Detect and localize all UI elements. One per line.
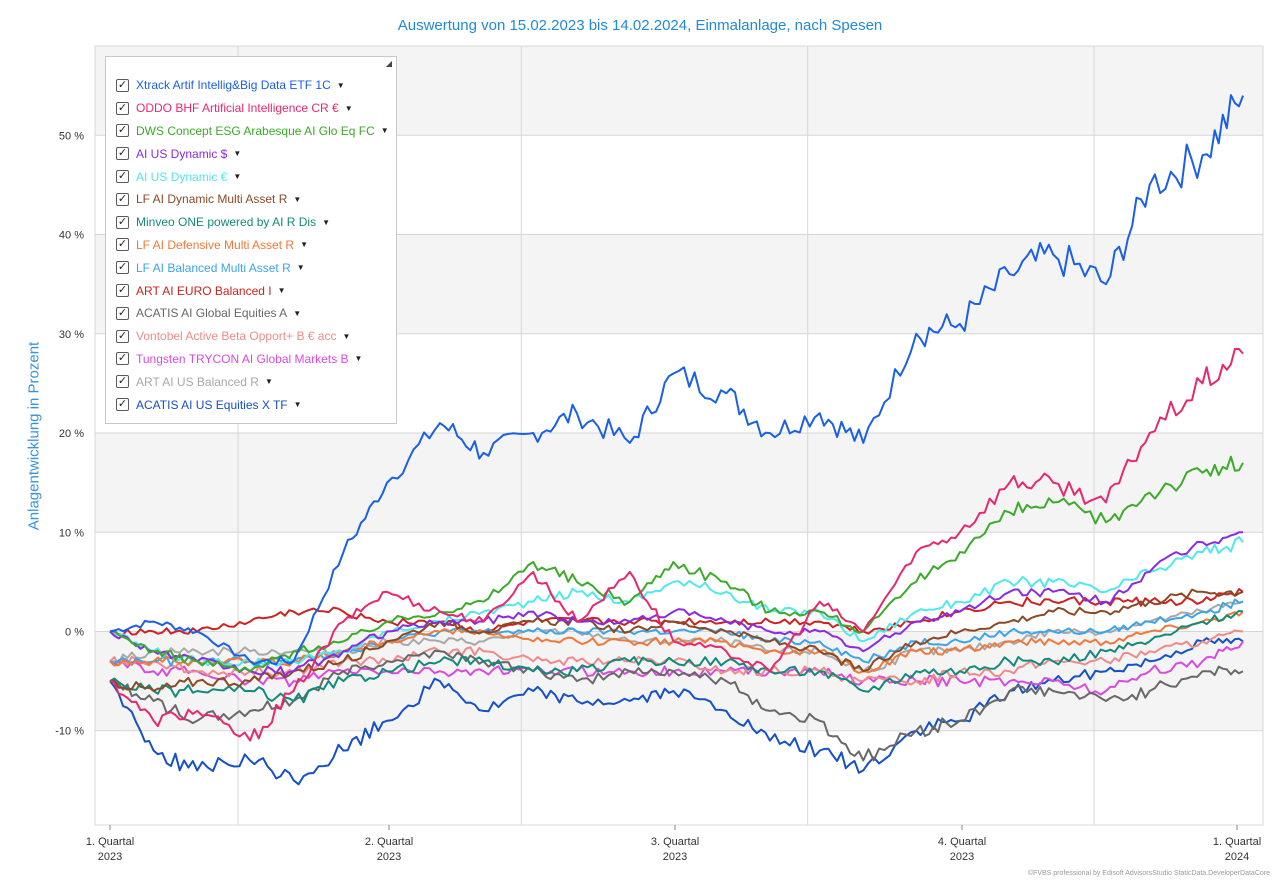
legend-item[interactable]: ✓ LF AI Defensive Multi Asset R ▼	[116, 234, 389, 257]
legend-item[interactable]: ✓ LF AI Balanced Multi Asset R ▼	[116, 256, 389, 279]
plot-band	[95, 433, 1263, 533]
series-line	[110, 588, 1244, 636]
y-tick-label: 30 %	[59, 329, 84, 341]
series-line	[109, 531, 1243, 677]
checkbox-icon[interactable]: ✓	[116, 306, 129, 320]
series-line	[109, 94, 1244, 666]
checkbox-icon[interactable]: ✓	[116, 398, 129, 412]
legend-item[interactable]: ✓ Minveo ONE powered by AI R Dis ▼	[116, 211, 389, 234]
x-axis: 1. Quartal 2023 2. Quartal 2023 3. Quartal 20…	[86, 825, 1261, 863]
legend-item[interactable]: ✓ ACATIS AI Global Equities A ▼	[116, 302, 389, 325]
dropdown-arrow-icon[interactable]: ▼	[336, 80, 345, 90]
dropdown-arrow-icon[interactable]: ▼	[296, 263, 305, 273]
y-tick-label: 0 %	[65, 626, 84, 638]
legend-label: Xtrack Artif Intellig&Big Data ETF 1C	[136, 78, 331, 93]
x-tick-label: 2. Quartal	[365, 836, 413, 848]
legend-item[interactable]: ✓ AI US Dynamic $ ▼	[116, 142, 389, 165]
legend-label: LF AI Dynamic Multi Asset R	[136, 192, 288, 207]
checkbox-icon[interactable]: ✓	[116, 192, 129, 206]
plot-band	[95, 631, 1263, 731]
series-line	[109, 609, 1244, 704]
checkbox-icon[interactable]: ✓	[116, 284, 129, 298]
legend-item[interactable]: ✓ ART AI US Balanced R ▼	[116, 370, 389, 393]
legend-label: Vontobel Active Beta Opport+ B € acc	[136, 329, 337, 344]
dropdown-arrow-icon[interactable]: ▼	[293, 308, 302, 318]
checkbox-icon[interactable]: ✓	[116, 101, 129, 115]
legend-expand-icon[interactable]: ◢	[385, 59, 392, 68]
checkbox-icon[interactable]: ✓	[116, 124, 129, 138]
x-tick-year: 2023	[950, 851, 974, 863]
legend-item[interactable]: ✓ ART AI EURO Balanced I ▼	[116, 279, 389, 302]
legend: ◢ ✓ Xtrack Artif Intellig&Big Data ETF 1C…	[105, 56, 397, 424]
dropdown-arrow-icon[interactable]: ▼	[233, 172, 242, 182]
legend-item[interactable]: ✓ DWS Concept ESG Arabesque AI Glo Eq FC ▼	[116, 120, 389, 143]
legend-label: AI US Dynamic $	[136, 146, 228, 161]
checkbox-icon[interactable]: ✓	[116, 375, 129, 389]
dropdown-arrow-icon[interactable]: ▼	[300, 240, 308, 250]
dropdown-arrow-icon[interactable]: ▼	[342, 331, 351, 341]
x-tick-label: 1. Quartal	[1213, 836, 1261, 848]
legend-items: ✓ Xtrack Artif Intellig&Big Data ETF 1C ▼ ✓…	[116, 74, 389, 416]
dropdown-arrow-icon[interactable]: ▼	[293, 194, 302, 204]
dropdown-arrow-icon[interactable]: ▼	[233, 149, 242, 159]
checkbox-icon[interactable]: ✓	[116, 329, 129, 343]
legend-label: LF AI Defensive Multi Asset R	[136, 237, 295, 252]
dropdown-arrow-icon[interactable]: ▼	[264, 377, 273, 387]
y-tick-label: 10 %	[59, 527, 84, 539]
series-line	[109, 455, 1244, 673]
y-axis: -10 % 0 % 10 % 20 % 30 % 40 % 50 %	[55, 130, 84, 737]
checkbox-icon[interactable]: ✓	[116, 352, 129, 366]
legend-label: AI US Dynamic €	[136, 169, 228, 184]
legend-item[interactable]: ✓ Tungsten TRYCON AI Global Markets B ▼	[116, 348, 389, 371]
x-tick-year: 2023	[377, 851, 401, 863]
y-tick-label: 20 %	[59, 428, 84, 440]
legend-label: DWS Concept ESG Arabesque AI Glo Eq FC	[136, 123, 375, 138]
legend-item[interactable]: ✓ ACATIS AI US Equities X TF ▼	[116, 393, 389, 416]
x-tick-label: 4. Quartal	[938, 836, 986, 848]
y-tick-label: 40 %	[59, 230, 84, 242]
legend-label: ODDO BHF Artificial Intelligence CR €	[136, 101, 339, 116]
checkbox-icon[interactable]: ✓	[116, 238, 129, 252]
legend-label: ART AI US Balanced R	[136, 374, 259, 389]
legend-item[interactable]: ✓ Vontobel Active Beta Opport+ B € acc ▼	[116, 325, 389, 348]
legend-item[interactable]: ✓ ODDO BHF Artificial Intelligence CR € ▼	[116, 97, 389, 120]
x-tick-year: 2024	[1225, 851, 1249, 863]
dropdown-arrow-icon[interactable]: ▼	[293, 400, 302, 410]
checkbox-icon[interactable]: ✓	[116, 170, 129, 184]
y-tick-label: -10 %	[55, 726, 84, 738]
x-tick-year: 2023	[98, 851, 122, 863]
series-line	[109, 347, 1244, 742]
legend-label: ART AI EURO Balanced I	[136, 283, 272, 298]
legend-label: Tungsten TRYCON AI Global Markets B	[136, 351, 349, 366]
plot-frame	[94, 45, 1264, 826]
legend-item[interactable]: ✓ Xtrack Artif Intellig&Big Data ETF 1C ▼	[116, 74, 389, 97]
dropdown-arrow-icon[interactable]: ▼	[322, 217, 330, 227]
legend-label: ACATIS AI US Equities X TF	[136, 397, 288, 412]
chart-title: Auswertung von 15.02.2023 bis 14.02.2024…	[397, 17, 883, 34]
copyright-footer: ©FVBS professional by Edisoft AdvisorsSt…	[1027, 870, 1270, 877]
checkbox-icon[interactable]: ✓	[116, 78, 129, 92]
dropdown-arrow-icon[interactable]: ▼	[380, 126, 389, 136]
legend-label: Minveo ONE powered by AI R Dis	[136, 215, 317, 230]
checkbox-icon[interactable]: ✓	[116, 147, 129, 161]
x-tick-label: 1. Quartal	[86, 836, 134, 848]
series-lines	[109, 94, 1244, 786]
dropdown-arrow-icon[interactable]: ▼	[277, 286, 286, 296]
x-tick-year: 2023	[663, 851, 687, 863]
legend-item[interactable]: ✓ LF AI Dynamic Multi Asset R ▼	[116, 188, 389, 211]
y-tick-label: 50 %	[59, 130, 84, 142]
legend-label: LF AI Balanced Multi Asset R	[136, 260, 291, 275]
legend-item[interactable]: ✓ AI US Dynamic € ▼	[116, 165, 389, 188]
checkbox-icon[interactable]: ✓	[116, 215, 129, 229]
legend-label: ACATIS AI Global Equities A	[136, 306, 288, 321]
dropdown-arrow-icon[interactable]: ▼	[344, 103, 353, 113]
dropdown-arrow-icon[interactable]: ▼	[354, 354, 363, 364]
x-tick-label: 3. Quartal	[651, 836, 699, 848]
checkbox-icon[interactable]: ✓	[116, 261, 129, 275]
